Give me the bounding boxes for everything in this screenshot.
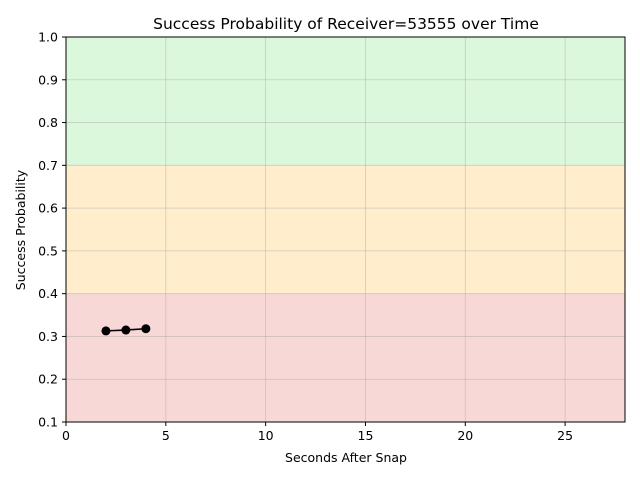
data-point bbox=[101, 326, 111, 336]
band-0 bbox=[66, 293, 625, 422]
x-axis-title: Seconds After Snap bbox=[285, 450, 407, 465]
y-tick-label: 0.6 bbox=[38, 201, 58, 216]
grid-lines bbox=[65, 36, 625, 423]
x-tick-label: 15 bbox=[358, 428, 374, 443]
band-2 bbox=[66, 37, 625, 166]
y-axis-ticks: 0.1 0.2 0.3 0.4 0.5 0.6 0.7 0.8 0.9 1.0 bbox=[38, 30, 66, 430]
x-tick-label: 0 bbox=[62, 428, 70, 443]
y-tick-label: 0.9 bbox=[38, 72, 58, 87]
y-tick-label: 0.1 bbox=[38, 415, 58, 430]
y-tick-label: 1.0 bbox=[38, 30, 58, 45]
data-point bbox=[141, 324, 151, 334]
chart-title: Success Probability of Receiver=53555 ov… bbox=[153, 15, 539, 33]
y-tick-label: 0.4 bbox=[38, 286, 58, 301]
y-tick-label: 0.2 bbox=[38, 372, 58, 387]
y-tick-label: 0.8 bbox=[38, 115, 58, 130]
band-1 bbox=[66, 165, 625, 294]
x-axis-ticks: 0 5 10 15 20 25 bbox=[62, 422, 573, 443]
y-axis-title: Success Probability bbox=[13, 169, 28, 290]
y-tick-label: 0.5 bbox=[38, 243, 58, 258]
plot-frame bbox=[65, 36, 626, 423]
x-tick-label: 5 bbox=[162, 428, 170, 443]
y-tick-label: 0.3 bbox=[38, 329, 58, 344]
data-series bbox=[101, 324, 151, 336]
probability-bands bbox=[66, 37, 625, 422]
y-tick-label: 0.7 bbox=[38, 158, 58, 173]
x-tick-label: 20 bbox=[457, 428, 473, 443]
x-tick-label: 10 bbox=[258, 428, 274, 443]
x-tick-label: 25 bbox=[557, 428, 573, 443]
data-point bbox=[121, 325, 131, 335]
